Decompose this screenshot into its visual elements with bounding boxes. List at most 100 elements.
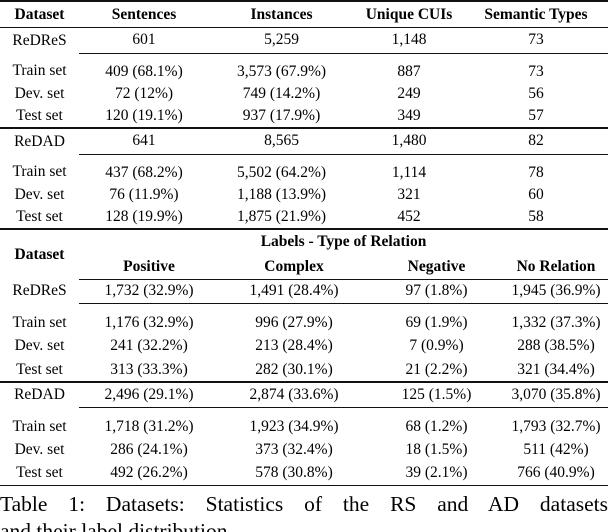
table-cell: 72 (12%) bbox=[114, 84, 174, 102]
table-cell: ReDReS bbox=[12, 282, 67, 300]
table-cell: 128 (19.9%) bbox=[79, 206, 209, 231]
table-cell: 1,148 bbox=[354, 27, 464, 54]
table-cell: Dev. set bbox=[14, 441, 65, 459]
column-header-instances: Instances bbox=[209, 0, 354, 29]
table-cell: 492 (26.2%) bbox=[79, 461, 219, 487]
table-row-train: Train set 1,718 (31.2%) 1,923 (34.9%) 68… bbox=[0, 407, 608, 438]
table-cell: Test set bbox=[0, 461, 79, 487]
table-cell: 511 (42%) bbox=[523, 441, 589, 459]
table-cell: 1,945 (36.9%) bbox=[504, 279, 608, 305]
table-cell: 437 (68.2%) bbox=[105, 163, 183, 181]
caption-line-2: and their label distribution. bbox=[0, 519, 233, 532]
table-cell: Train set bbox=[12, 163, 67, 181]
table-row-redres-summary: ReDReS 1,732 (32.9%) 1,491 (28.4%) 97 (1… bbox=[0, 279, 608, 305]
table-cell: 76 (11.9%) bbox=[109, 185, 179, 203]
table-cell: 1,875 (21.9%) bbox=[209, 206, 354, 231]
table-cell: ReDReS bbox=[12, 31, 67, 49]
table-cell: 39 (2.1%) bbox=[369, 461, 504, 487]
table-cell: 749 (14.2%) bbox=[242, 84, 321, 102]
table-cell: 321 (34.4%) bbox=[517, 360, 595, 378]
table-cell: 97 (1.8%) bbox=[369, 279, 504, 305]
table-header-row-sub: Positive Complex Negative No Relation bbox=[0, 254, 608, 280]
table-header-row-group: Dataset Labels - Type of Relation bbox=[0, 230, 608, 263]
table-row-dev: Dev. set 241 (32.2%) 213 (28.4%) 7 (0.9%… bbox=[0, 335, 608, 358]
table-cell: 82 bbox=[464, 127, 608, 155]
table-cell: 601 bbox=[79, 27, 209, 54]
table-cell: 3,573 (67.9%) bbox=[236, 62, 327, 80]
table-cell: Train set bbox=[12, 62, 67, 80]
table-cell: 18 (1.5%) bbox=[405, 441, 468, 459]
table-row-train: Train set 1,176 (32.9%) 996 (27.9%) 69 (… bbox=[0, 304, 608, 335]
table-row-test: Test set 492 (26.2%) 578 (30.8%) 39 (2.1… bbox=[0, 461, 608, 487]
table-cell: 58 bbox=[464, 206, 608, 231]
table-cell: 73 bbox=[528, 62, 544, 80]
table-cell: Dev. set bbox=[14, 84, 65, 102]
column-header-complex: Complex bbox=[219, 254, 369, 280]
table-cell: 241 (32.2%) bbox=[110, 337, 188, 355]
table-cell: 1,491 (28.4%) bbox=[219, 279, 369, 305]
table-cell: 313 (33.3%) bbox=[110, 360, 188, 378]
table-cell: 68 (1.2%) bbox=[405, 417, 468, 435]
table-cell: 125 (1.5%) bbox=[369, 381, 504, 408]
table-cell: 578 (30.8%) bbox=[219, 461, 369, 487]
table-row-test: Test set 128 (19.9%) 1,875 (21.9%) 452 5… bbox=[0, 206, 608, 231]
dataset-statistics-table: Dataset Sentences Instances Unique CUIs … bbox=[0, 0, 608, 231]
table-cell: 1,114 bbox=[391, 163, 427, 181]
table-cell: 288 (38.5%) bbox=[517, 337, 595, 355]
caption-line-1: Table 1: Datasets: Statistics of the RS … bbox=[0, 492, 608, 517]
table-cell: 373 (32.4%) bbox=[255, 441, 333, 459]
table-cell: 349 bbox=[397, 107, 421, 125]
column-header-dataset: Dataset bbox=[14, 245, 65, 263]
column-header-semantic-types: Semantic Types bbox=[464, 0, 608, 29]
table-cell: 641 bbox=[79, 127, 209, 155]
table-cell: 5,502 (64.2%) bbox=[236, 163, 327, 181]
table-cell: Test set bbox=[16, 107, 63, 125]
table-row-redad-summary: ReDAD 641 8,565 1,480 82 bbox=[0, 127, 608, 155]
table-cell: 1,332 (37.3%) bbox=[511, 314, 601, 332]
table-cell: ReDAD bbox=[0, 381, 79, 408]
table-row-dev: Dev. set 286 (24.1%) 373 (32.4%) 18 (1.5… bbox=[0, 439, 608, 462]
table-cell: 60 bbox=[528, 185, 544, 203]
table-cell: 286 (24.1%) bbox=[110, 441, 188, 459]
table-cell: 8,565 bbox=[209, 127, 354, 155]
table-cell: 2,874 (33.6%) bbox=[219, 381, 369, 408]
table-row-test: Test set 120 (19.1%) 937 (17.9%) 349 57 bbox=[0, 105, 608, 128]
column-header-no-relation: No Relation bbox=[504, 254, 608, 280]
table-cell: 21 (2.2%) bbox=[405, 360, 468, 378]
table-cell: Train set bbox=[12, 417, 67, 435]
table-row-redad-summary: ReDAD 2,496 (29.1%) 2,874 (33.6%) 125 (1… bbox=[0, 381, 608, 408]
table-cell: Dev. set bbox=[14, 185, 65, 203]
table-cell: 1,480 bbox=[354, 127, 464, 155]
table-caption: Table 1: Datasets: Statistics of the RS … bbox=[0, 491, 608, 532]
table-cell: ReDAD bbox=[0, 127, 79, 155]
table-cell: 1,188 (13.9%) bbox=[236, 185, 327, 203]
table-cell: 321 bbox=[397, 185, 421, 203]
table-row-dev: Dev. set 76 (11.9%) 1,188 (13.9%) 321 60 bbox=[0, 184, 608, 206]
table-row-train: Train set 409 (68.1%) 3,573 (67.9%) 887 … bbox=[0, 53, 608, 83]
table-row-train: Train set 437 (68.2%) 5,502 (64.2%) 1,11… bbox=[0, 154, 608, 184]
table-cell: 213 (28.4%) bbox=[255, 337, 333, 355]
table-cell: 409 (68.1%) bbox=[105, 62, 183, 80]
table-cell: 57 bbox=[528, 107, 544, 125]
table-cell: 1,176 (32.9%) bbox=[104, 314, 194, 332]
table-cell: 56 bbox=[528, 84, 544, 102]
table-cell: 1,732 (32.9%) bbox=[79, 279, 219, 305]
table-cell: 249 bbox=[397, 84, 421, 102]
table-cell: 996 (27.9%) bbox=[255, 314, 333, 332]
table-cell: 2,496 (29.1%) bbox=[79, 381, 219, 408]
table-row-test: Test set 313 (33.3%) 282 (30.1%) 21 (2.2… bbox=[0, 358, 608, 382]
table-cell: 1,793 (32.7%) bbox=[511, 417, 601, 435]
column-header-positive: Positive bbox=[79, 254, 219, 280]
label-distribution-table: Dataset Labels - Type of Relation Positi… bbox=[0, 230, 608, 487]
table-row-dev: Dev. set 72 (12%) 749 (14.2%) 249 56 bbox=[0, 83, 608, 105]
table-cell: 69 (1.9%) bbox=[405, 314, 468, 332]
table-cell: 7 (0.9%) bbox=[409, 337, 464, 355]
table-cell: 452 bbox=[354, 206, 464, 231]
column-header-sentences: Sentences bbox=[79, 0, 209, 29]
table-cell: 937 (17.9%) bbox=[242, 107, 321, 125]
table-cell: Dev. set bbox=[14, 337, 65, 355]
table-cell: 1,923 (34.9%) bbox=[249, 417, 339, 435]
table-cell: Train set bbox=[12, 313, 67, 331]
table-cell: 78 bbox=[528, 163, 544, 181]
